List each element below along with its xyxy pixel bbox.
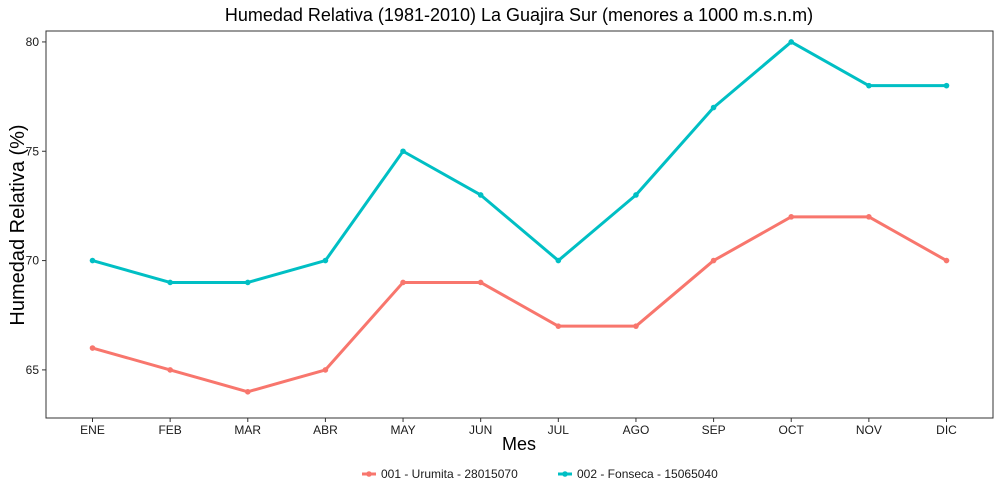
data-point (633, 323, 639, 329)
data-point (866, 82, 872, 89)
chart-title: Humedad Relativa (1981-2010) La Guajira … (225, 5, 813, 25)
data-point (400, 279, 406, 286)
x-tick-label: ABR (313, 423, 338, 437)
series-line (92, 215, 948, 394)
x-axis-label: Mes (502, 434, 536, 454)
series-1 (89, 214, 950, 395)
data-point (943, 82, 950, 89)
x-tick-label: OCT (779, 423, 805, 437)
x-tick-label: AGO (623, 423, 650, 437)
data-point (244, 388, 251, 395)
data-point (167, 367, 173, 373)
x-tick-label: FEB (158, 423, 181, 437)
y-tick-label: 65 (26, 363, 40, 377)
data-point (322, 367, 329, 373)
data-point (788, 39, 795, 45)
data-point (477, 192, 484, 198)
legend-label: 002 - Fonseca - 15065040 (577, 467, 718, 481)
series-line (92, 40, 947, 284)
legend: 001 - Urumita - 28015070 002 - Fonseca - … (362, 467, 718, 481)
x-tick-label: ENE (80, 423, 105, 437)
x-tick-label: MAR (234, 423, 261, 437)
x-tick-label: DIC (936, 423, 957, 437)
data-point (710, 104, 717, 111)
x-tick-label: JUL (548, 423, 570, 437)
x-tick-label: NOV (856, 423, 882, 437)
x-tick-label: JUN (469, 423, 492, 437)
data-point (477, 279, 484, 286)
data-point (322, 257, 329, 264)
series-layer (89, 39, 950, 395)
y-axis: 65 70 75 80 (26, 35, 46, 377)
data-point (167, 279, 173, 286)
y-tick-label: 80 (26, 35, 40, 49)
plot-panel (45, 30, 994, 419)
legend-key-point (366, 471, 372, 477)
x-tick-label: MAY (390, 423, 415, 437)
data-point (555, 323, 562, 329)
x-tick-label: SEP (702, 423, 726, 437)
data-point (555, 257, 562, 264)
data-point (710, 257, 717, 264)
data-point (943, 257, 950, 264)
data-point (89, 257, 96, 264)
data-point (633, 192, 639, 198)
x-axis: ENE FEB MAR ABR MAY JUN JUL AGO SEP OCT NOV DIC (80, 418, 957, 437)
data-point (788, 214, 795, 220)
y-axis-label: Humedad Relativa (%) (7, 124, 29, 325)
y-tick-label: 70 (26, 254, 40, 268)
series-2 (89, 39, 950, 286)
legend-label: 001 - Urumita - 28015070 (381, 467, 518, 481)
data-point (89, 345, 96, 351)
data-point (866, 214, 872, 220)
data-point (244, 279, 251, 286)
data-point (400, 148, 406, 155)
legend-item: 001 - Urumita - 28015070 (362, 467, 518, 481)
legend-item: 002 - Fonseca - 15065040 (558, 467, 718, 481)
legend-key-point (562, 471, 568, 477)
y-tick-label: 75 (26, 144, 40, 158)
